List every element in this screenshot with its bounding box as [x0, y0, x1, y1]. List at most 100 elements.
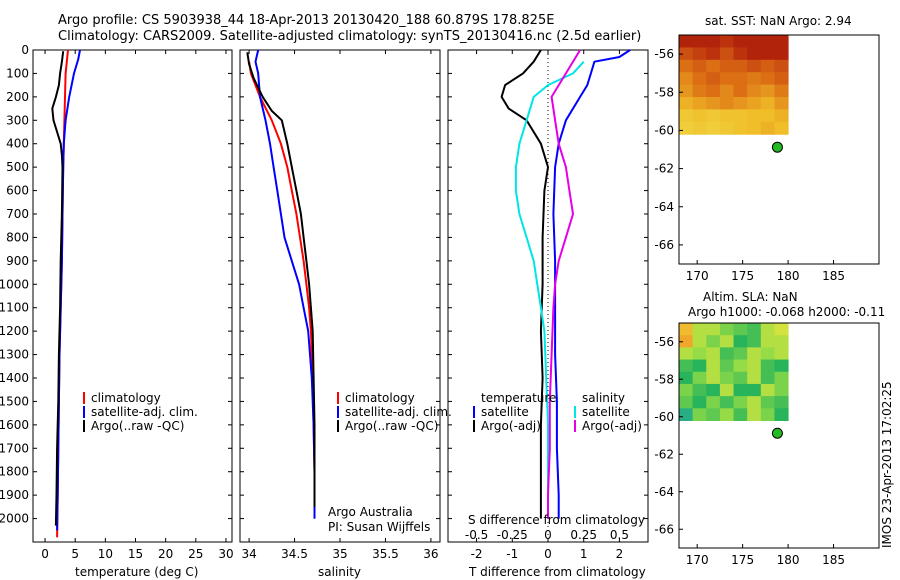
series-line-temperature-satellite	[552, 49, 631, 519]
heatmap-cell	[747, 335, 762, 348]
heatmap-cell	[706, 396, 721, 409]
heatmap-cell	[733, 59, 748, 73]
heatmap-cell	[679, 59, 694, 73]
difference-ticks: -2 -1 0 1 2	[448, 49, 648, 561]
heatmap-cell	[747, 408, 762, 421]
y-tick-label: 1600	[0, 418, 29, 432]
heatmap-cell	[692, 335, 707, 348]
heatmap-cell	[719, 371, 735, 385]
heatmap-cell	[733, 359, 748, 373]
heatmap-cell	[719, 72, 735, 86]
series-line-salinity-argo-adj	[547, 49, 581, 519]
sst-map-ticks: 170 175 180 185 -56 -58 -60 -62 -64 -66	[654, 47, 845, 283]
heatmap-cell	[706, 47, 721, 61]
x-tick-label: 10	[98, 547, 113, 561]
difference-panel: -2 -1 0 1 2 temperature salinity satellite A…	[447, 49, 649, 579]
heatmap-cell	[733, 323, 748, 336]
heatmap-cell	[719, 347, 735, 361]
x-tick-label: 35	[332, 547, 347, 561]
heatmap-cell	[719, 109, 735, 123]
heatmap-cell	[760, 121, 775, 135]
legend-label-satellite: satellite-adj. clim.	[91, 405, 198, 419]
heatmap-cell	[733, 72, 748, 86]
heatmap-cell	[774, 121, 789, 135]
x-tick-label: 180	[777, 553, 800, 567]
heatmap-cell	[706, 408, 721, 421]
legend-label-satellite: satellite-adj. clim.	[345, 405, 452, 419]
x-tick-label: 0	[544, 547, 552, 561]
heatmap-cell	[706, 323, 721, 336]
sst-map-title: sat. SST: NaN Argo: 2.94	[705, 14, 852, 28]
heatmap-cell	[692, 371, 707, 385]
y-tick-label: -64	[654, 200, 674, 214]
y-tick-label: -66	[654, 238, 674, 252]
heatmap-cell	[774, 59, 789, 73]
heatmap-cell	[719, 383, 735, 397]
heatmap-cell	[692, 323, 707, 336]
legend-label-s-argo: Argo(-adj)	[582, 419, 642, 433]
x-tick-label: 170	[686, 269, 709, 283]
heatmap-cell	[733, 97, 748, 110]
heatmap-cell	[719, 335, 735, 348]
heatmap-cell	[692, 97, 707, 110]
y-tick-label: -58	[654, 85, 674, 99]
heatmap-cell	[733, 47, 748, 61]
salinity-axes-box	[239, 49, 441, 543]
heatmap-cell	[719, 396, 735, 409]
y-tick-label: 1400	[0, 371, 29, 385]
heatmap-cell	[747, 121, 762, 135]
s-tick-label: 0	[544, 528, 552, 542]
heatmap-cell	[733, 335, 748, 348]
sla-map-ticks: 170 175 180 185 -56 -58 -60 -62 -64 -66	[654, 335, 845, 567]
heatmap-cell	[706, 72, 721, 86]
heatmap-cell	[692, 408, 707, 421]
series-line-argo-raw-qc	[246, 52, 316, 507]
sla-map-axes-box	[678, 322, 880, 549]
heatmap-cell	[679, 347, 694, 361]
heatmap-cell	[679, 47, 694, 61]
x-tick-label: 25	[188, 547, 203, 561]
heatmap-cell	[719, 121, 735, 135]
legend-header-salinity: salinity	[582, 391, 625, 405]
y-tick-label: -60	[654, 123, 674, 137]
x-tick-label: 1	[580, 547, 588, 561]
annotation-pi: PI: Susan Wijffels	[328, 520, 430, 534]
x-tick-label: 175	[731, 269, 754, 283]
y-tick-label: -64	[654, 485, 674, 499]
heatmap-cell	[774, 35, 789, 48]
legend-label-argo: Argo(..raw -QC)	[345, 419, 438, 433]
s-tick-label: -0.25	[497, 528, 528, 542]
heatmap-cell	[692, 35, 707, 48]
salinity-series	[246, 49, 316, 519]
difference-series	[500, 49, 631, 542]
heatmap-cell	[692, 121, 707, 135]
heatmap-cell	[733, 396, 748, 409]
s-tick-label: 0.25	[570, 528, 597, 542]
heatmap-cell	[774, 359, 789, 373]
heatmap-cell	[719, 47, 735, 61]
heatmap-cell	[774, 383, 789, 397]
sst-map-axes-box	[678, 34, 880, 265]
y-tick-label: 2000	[0, 512, 29, 526]
heatmap-cell	[733, 347, 748, 361]
heatmap-cell	[774, 323, 789, 336]
heatmap-cell	[719, 408, 735, 421]
heatmap-cell	[760, 97, 775, 110]
y-tick-label: 600	[6, 184, 29, 198]
heatmap-cell	[760, 359, 775, 373]
sst-map: sat. SST: NaN Argo: 2.94 170 175 180 185 -56…	[654, 14, 880, 283]
y-tick-label: 1500	[0, 394, 29, 408]
x-tick-label: 30	[218, 547, 233, 561]
heatmap-cell	[692, 109, 707, 123]
heatmap-cell	[692, 383, 707, 397]
sst-heatmap-cells	[679, 35, 789, 135]
y-tick-label: 800	[6, 230, 29, 244]
heatmap-cell	[719, 59, 735, 73]
heatmap-cell	[679, 109, 694, 123]
series-line-salinity-satellite	[514, 61, 585, 519]
argo-float-marker	[771, 427, 783, 439]
heatmap-cell	[706, 109, 721, 123]
temperature-ticks: 0100200300400500600700800900100011001200…	[0, 43, 234, 561]
legend-label-t-argo: Argo(-adj)	[481, 419, 541, 433]
sla-heatmap-cells	[679, 323, 789, 421]
